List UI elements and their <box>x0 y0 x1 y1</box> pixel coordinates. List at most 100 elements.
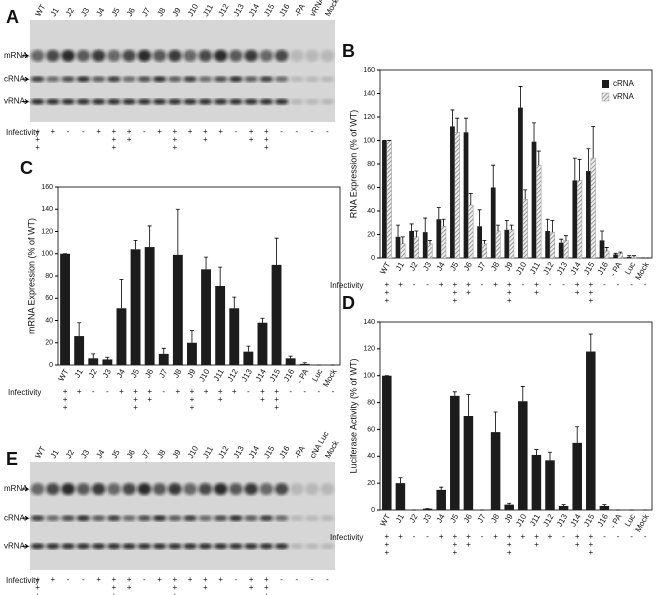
x-tick-label: J11 <box>528 512 542 528</box>
gel-band <box>76 483 91 495</box>
lane-label: J9 <box>171 6 183 18</box>
bar <box>386 140 392 259</box>
bar <box>558 242 564 258</box>
x-tick-label: J3 <box>421 260 433 272</box>
bar <box>382 140 387 258</box>
gel-band <box>46 515 60 522</box>
infectivity-mark: + <box>232 387 237 396</box>
bar <box>586 171 591 258</box>
gel-band <box>107 98 121 105</box>
infectivity-mark: - <box>617 280 620 289</box>
gel-band <box>30 98 45 105</box>
x-tick-label: J4 <box>435 260 447 272</box>
error-bar <box>495 224 500 231</box>
error-bar <box>602 504 607 506</box>
x-tick-label: J8 <box>489 512 501 524</box>
x-tick-label: J1 <box>73 367 85 379</box>
x-tick-label: J1 <box>394 260 406 272</box>
lane-label: J8 <box>155 6 167 18</box>
infectivity-mark: + + <box>203 575 208 592</box>
bar <box>558 505 569 510</box>
error-bar <box>627 255 632 257</box>
infectivity-mark: + + <box>127 127 132 144</box>
error-bar <box>600 230 605 241</box>
bar <box>257 322 268 365</box>
infectivity-mark: - <box>280 127 283 136</box>
x-tick-label: J9 <box>503 260 515 272</box>
x-tick-label: J15 <box>582 512 597 528</box>
gel-band <box>274 483 289 495</box>
gel-band <box>290 483 304 495</box>
infectivity-mark: - <box>332 387 335 396</box>
gel-band <box>198 49 213 62</box>
gel-band <box>290 543 304 550</box>
infectivity-mark: + <box>398 532 403 541</box>
gel-band <box>168 543 182 550</box>
band-label: vRNA <box>4 541 26 550</box>
lane-label: J13 <box>232 444 247 460</box>
gel-band <box>46 483 60 495</box>
band-arrow <box>22 53 30 59</box>
infectivity-mark: + + <box>249 575 254 592</box>
infectivity-mark: +++ <box>452 280 457 305</box>
error-bar <box>563 235 568 241</box>
error-bar <box>400 236 405 244</box>
y-tick-label: 80 <box>45 273 53 280</box>
gel-band <box>168 515 182 522</box>
gel-band <box>168 76 182 83</box>
lane-label: -PA <box>293 444 307 460</box>
x-tick-label: J6 <box>143 367 155 379</box>
bar <box>490 187 496 258</box>
bar <box>299 363 310 365</box>
gel-band <box>259 76 274 83</box>
gel-band <box>229 76 243 83</box>
gel-band <box>61 76 75 83</box>
infectivity-mark: - <box>426 280 429 289</box>
infectivity-mark: - <box>326 575 329 584</box>
error-bar <box>105 356 110 360</box>
gel-band <box>274 515 289 522</box>
x-tick-label: J12 <box>541 512 556 528</box>
bar <box>422 232 428 258</box>
bar <box>599 240 605 258</box>
infectivity-label: Infectivity <box>8 388 41 397</box>
error-bar <box>577 158 582 181</box>
infectivity-mark: +++ <box>507 280 512 305</box>
gel-band <box>107 483 121 495</box>
lane-label: J12 <box>216 2 231 18</box>
bar <box>243 351 254 365</box>
x-tick-label: J5 <box>448 512 460 524</box>
infectivity-mark: + <box>51 127 56 136</box>
bar <box>549 231 556 259</box>
bar <box>531 141 537 258</box>
error-bar <box>464 117 469 133</box>
x-tick-label: J10 <box>197 367 212 383</box>
x-tick-label: - PA <box>608 260 624 278</box>
gel-band <box>152 483 167 495</box>
gel <box>30 20 335 122</box>
infectivity-mark: - <box>235 127 238 136</box>
gel-band <box>137 515 152 522</box>
plot-frame <box>379 69 653 259</box>
infectivity-mark: - <box>326 127 329 136</box>
gel-band <box>244 76 258 83</box>
x-tick-label: J5 <box>129 367 141 379</box>
error-bar <box>561 504 566 506</box>
error-bar <box>398 477 403 484</box>
gel-band <box>290 98 304 105</box>
gel-band <box>122 483 136 495</box>
infectivity-mark: +++ <box>173 127 178 152</box>
gel-band <box>91 98 106 105</box>
x-tick-label: J14 <box>254 367 269 383</box>
bar <box>463 416 474 510</box>
y-tick-label: 120 <box>363 346 375 353</box>
lane-label: J15 <box>262 2 277 18</box>
gel-band <box>61 515 75 522</box>
y-tick-label: 40 <box>367 208 375 215</box>
x-tick-label: J11 <box>212 367 226 383</box>
infectivity-mark: + <box>188 575 193 584</box>
bar <box>590 157 596 259</box>
band-arrow <box>22 515 30 521</box>
gel-band <box>213 515 228 522</box>
lane-label: J6 <box>125 448 137 460</box>
